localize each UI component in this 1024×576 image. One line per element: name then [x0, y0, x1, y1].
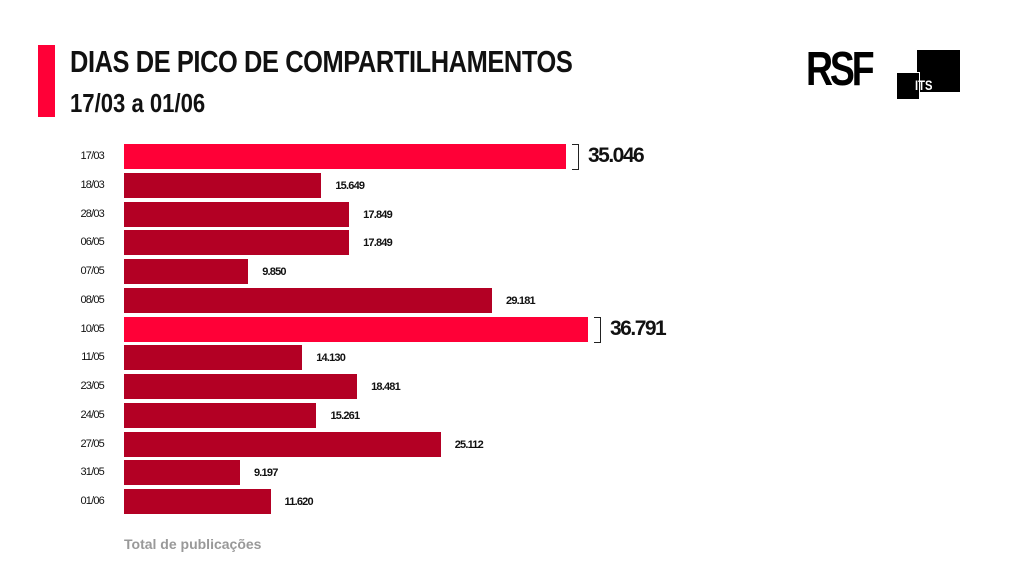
bar	[124, 431, 441, 457]
bar-highlighted	[124, 144, 566, 169]
data-label: 18.481	[371, 381, 401, 393]
category-label: 06/05	[80, 236, 104, 249]
category-label: 01/06	[80, 495, 104, 507]
category-label: 31/05	[80, 466, 104, 479]
category-label: 18/03	[80, 178, 104, 191]
title-accent-bar	[38, 45, 55, 117]
category-label: 08/05	[80, 293, 104, 306]
data-label: 25.112	[454, 438, 484, 451]
category-label: 24/05	[80, 408, 104, 421]
data-label: 15.261	[330, 409, 360, 422]
category-label: 10/05	[80, 322, 104, 335]
bar	[124, 201, 350, 227]
bar	[124, 460, 240, 486]
its-logo-square	[917, 50, 960, 92]
its-logo-small-square	[897, 72, 920, 99]
data-label: 9.850	[262, 266, 286, 278]
chart-title: DIAS DE PICO DE COMPARTILHAMENTOS	[70, 44, 573, 79]
bar	[124, 287, 493, 313]
category-label: 28/03	[80, 207, 104, 220]
data-label: 29.181	[506, 294, 536, 307]
bar	[124, 345, 303, 371]
data-label: 14.130	[316, 352, 346, 365]
bar	[124, 172, 322, 198]
rsf-logo: RSF	[806, 43, 875, 96]
bar-highlighted	[124, 316, 588, 342]
category-label: 07/05	[80, 265, 104, 277]
category-label: 27/05	[80, 437, 104, 450]
data-label: 17.849	[363, 208, 393, 221]
bar	[124, 230, 350, 256]
category-label: 17/03	[80, 150, 104, 162]
data-label: 36.791	[610, 316, 667, 340]
data-label: 9.197	[253, 467, 278, 480]
x-axis-label: Total de publicações	[124, 536, 262, 552]
bar	[124, 489, 271, 514]
data-label: 17.849	[363, 237, 393, 250]
value-bracket	[594, 316, 601, 343]
bar	[124, 402, 317, 428]
data-label: 15.649	[335, 179, 365, 192]
value-bracket	[571, 144, 579, 170]
its-logo-text: ITS	[915, 77, 933, 93]
data-label: 35.046	[587, 144, 645, 167]
chart-subtitle: 17/03 a 01/06	[70, 88, 206, 118]
data-label: 11.620	[284, 496, 314, 508]
bar	[124, 259, 249, 284]
category-label: 11/05	[81, 351, 105, 364]
category-label: 23/05	[80, 380, 104, 392]
bar	[124, 374, 358, 399]
